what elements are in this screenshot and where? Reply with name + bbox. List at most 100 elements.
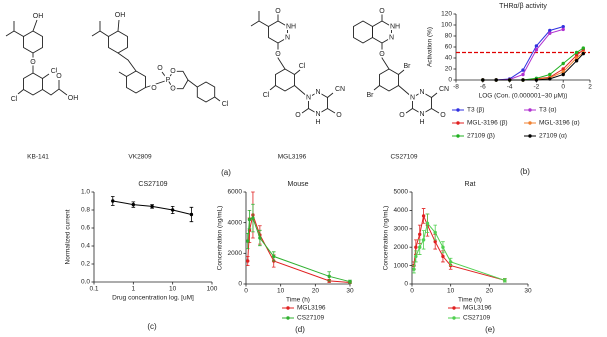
series-line	[247, 213, 351, 283]
bond	[145, 79, 169, 88]
y-tick-label: 0	[448, 77, 452, 84]
y-tick-label: 60	[445, 44, 453, 51]
ring	[353, 20, 373, 44]
bond	[214, 96, 221, 102]
x-tick-label: 10	[447, 288, 455, 295]
data-point	[433, 230, 437, 235]
legend-label: MGL3196	[463, 305, 492, 312]
data-point	[534, 78, 539, 82]
data-point	[251, 216, 255, 220]
bond	[269, 85, 276, 91]
data-point	[521, 72, 525, 77]
atom: H	[315, 119, 320, 126]
legend-swatch	[456, 134, 460, 138]
atom: Cl	[299, 63, 306, 70]
compound-name: VK2809	[128, 154, 152, 161]
bond	[118, 71, 127, 77]
x-axis-label: Time (h)	[286, 297, 310, 304]
bond	[294, 69, 301, 75]
data-point	[574, 56, 579, 60]
data-point	[548, 72, 552, 77]
y-axis-label: Concentration (ng/mL)	[383, 206, 390, 271]
data-point	[441, 254, 445, 259]
data-point	[507, 78, 512, 82]
x-tick-label: 30	[346, 288, 354, 295]
y-tick-label: 20	[445, 66, 453, 73]
compound-name: MGL3196	[278, 154, 307, 161]
chart-title: THRα/β activity	[499, 3, 547, 10]
atom: O	[336, 112, 342, 119]
data-point	[494, 78, 498, 82]
series-line	[482, 28, 564, 81]
x-tick-label: -4	[507, 84, 513, 91]
data-point	[425, 221, 430, 225]
y-tick-label: 0.8	[81, 207, 90, 214]
x-tick-label: 30	[524, 288, 532, 295]
data-point	[574, 50, 579, 55]
panel-label: (b)	[520, 167, 530, 176]
chart: 0 1000 2000 3000 4000 5000 0 10 20 30 Rat Time (h) C…	[383, 181, 532, 334]
y-tick-label: 0	[404, 281, 408, 288]
data-point	[548, 31, 552, 35]
data-point	[448, 260, 453, 264]
y-axis-label: Concentration (ng/mL)	[217, 206, 224, 271]
y-tick-label: 0.6	[81, 225, 90, 232]
panel-label: (a)	[221, 168, 231, 177]
ring	[23, 72, 43, 96]
x-tick-label: 10	[169, 286, 177, 293]
data-point	[441, 245, 445, 249]
y-tick-label: 4000	[228, 219, 243, 226]
x-tick-label: 0.1	[89, 286, 98, 293]
bond	[327, 108, 336, 114]
y-tick-label: 0.4	[81, 243, 90, 250]
y-tick-label: 1000	[394, 262, 409, 269]
legend-swatch	[528, 121, 532, 125]
data-point	[327, 274, 331, 279]
bonds	[5, 11, 440, 115]
chart: 0.0 0.2 0.4 0.6 0.8 1.0 0.1 1 10 100 CS27109 Drug c…	[65, 181, 218, 331]
bond	[327, 92, 334, 98]
bond	[42, 88, 68, 96]
bond	[117, 19, 120, 32]
data-point	[247, 217, 252, 222]
atom: N	[389, 34, 394, 41]
chart: 0 20 40 60 80 100 120 -8 -6 -4 -2 0 2 THRα/β activity…	[427, 3, 592, 176]
y-tick-label: 120	[441, 11, 452, 18]
bond	[5, 30, 15, 37]
y-tick-label: 3000	[394, 226, 409, 233]
data-point	[246, 239, 250, 243]
data-point	[418, 232, 422, 237]
atom: O	[295, 112, 301, 119]
atom: N	[419, 89, 424, 96]
data-point	[548, 28, 552, 33]
data-point	[150, 204, 154, 209]
bond	[431, 108, 440, 114]
atom: O	[275, 51, 281, 58]
legend-label: MGL-3196 (β)	[467, 120, 508, 127]
x-tick-label: 20	[312, 288, 320, 295]
atom: O	[275, 8, 281, 15]
data-point	[189, 212, 194, 217]
data-point	[111, 199, 115, 203]
ring	[126, 70, 146, 94]
data-point	[521, 78, 525, 82]
data-point	[418, 245, 422, 249]
atom: O	[440, 112, 446, 119]
ring	[108, 30, 128, 54]
panel-label: (c)	[147, 322, 157, 331]
atom: N	[419, 111, 424, 118]
legend-label: T3 (β)	[467, 107, 484, 114]
y-tick-label: 0.2	[81, 261, 90, 268]
bond	[13, 21, 24, 37]
y-tick-label: 100	[441, 22, 452, 29]
x-axis-label: LOG (Con. (0.000001~30 μM))	[479, 93, 568, 100]
x-tick-label: 100	[207, 286, 218, 293]
atom: O	[399, 112, 405, 119]
legend-swatch	[452, 306, 456, 310]
data-point	[258, 236, 262, 240]
legend-label: CS27109	[463, 315, 490, 322]
data-point	[561, 67, 565, 71]
data-point	[246, 259, 250, 263]
y-axis-label: Activation (%)	[427, 27, 434, 67]
